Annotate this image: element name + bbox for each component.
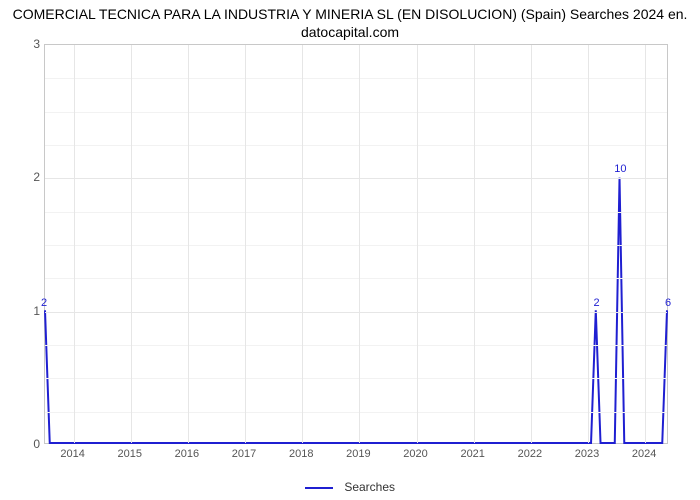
vgrid xyxy=(645,45,646,443)
vgrid xyxy=(417,45,418,443)
y-tick-label: 1 xyxy=(20,304,40,318)
x-tick-label: 2022 xyxy=(518,448,542,460)
data-label: 10 xyxy=(614,163,626,175)
x-tick-label: 2019 xyxy=(346,448,370,460)
x-tick-label: 2017 xyxy=(232,448,256,460)
hgrid xyxy=(45,178,667,179)
x-tick-label: 2020 xyxy=(403,448,427,460)
legend: Searches xyxy=(0,480,700,494)
x-tick-label: 2014 xyxy=(60,448,84,460)
vgrid xyxy=(531,45,532,443)
vgrid xyxy=(302,45,303,443)
searches-line xyxy=(45,178,667,443)
x-tick-label: 2024 xyxy=(632,448,656,460)
chart-title-line2: datocapital.com xyxy=(301,24,399,40)
x-tick-label: 2016 xyxy=(175,448,199,460)
hgrid-minor xyxy=(45,245,667,246)
chart-title: COMERCIAL TECNICA PARA LA INDUSTRIA Y MI… xyxy=(0,6,700,41)
data-label: 6 xyxy=(665,297,671,309)
vgrid xyxy=(359,45,360,443)
series-line xyxy=(45,45,667,443)
vgrid xyxy=(245,45,246,443)
x-tick-label: 2023 xyxy=(575,448,599,460)
plot-area xyxy=(44,44,668,444)
legend-swatch xyxy=(305,487,333,489)
vgrid xyxy=(188,45,189,443)
y-tick-label: 2 xyxy=(20,170,40,184)
hgrid-minor xyxy=(45,278,667,279)
hgrid-minor xyxy=(45,112,667,113)
x-tick-label: 2015 xyxy=(117,448,141,460)
hgrid-minor xyxy=(45,412,667,413)
vgrid xyxy=(474,45,475,443)
vgrid xyxy=(588,45,589,443)
vgrid xyxy=(74,45,75,443)
y-tick-label: 3 xyxy=(20,37,40,51)
vgrid xyxy=(131,45,132,443)
hgrid xyxy=(45,312,667,313)
data-label: 2 xyxy=(41,297,47,309)
chart-title-line1: COMERCIAL TECNICA PARA LA INDUSTRIA Y MI… xyxy=(13,6,688,22)
data-label: 2 xyxy=(593,297,599,309)
hgrid-minor xyxy=(45,378,667,379)
x-tick-label: 2018 xyxy=(289,448,313,460)
hgrid-minor xyxy=(45,212,667,213)
x-tick-label: 2021 xyxy=(460,448,484,460)
hgrid-minor xyxy=(45,345,667,346)
hgrid-minor xyxy=(45,78,667,79)
legend-label: Searches xyxy=(344,480,395,494)
hgrid-minor xyxy=(45,145,667,146)
y-tick-label: 0 xyxy=(20,437,40,451)
